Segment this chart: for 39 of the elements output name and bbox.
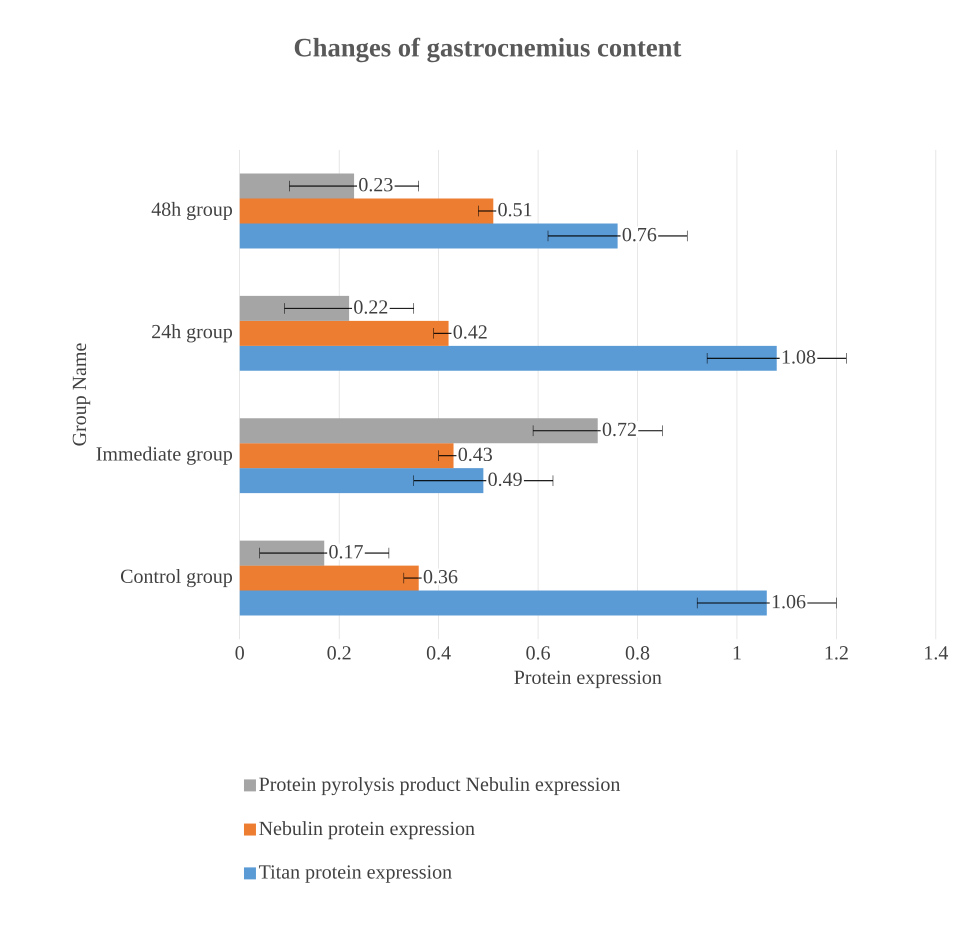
x-tick-label: 1 [734,646,741,660]
legend-label: Nebulin protein expression [259,821,475,840]
data-label: 1.08 [782,350,816,364]
y-tick-label: Control group [120,569,232,588]
x-tick-label: 1.4 [925,646,948,660]
chart-title: Changes of gastrocnemius content [294,38,682,62]
legend-label: Protein pyrolysis product Nebulin expression [259,777,620,796]
x-tick-label: 1.2 [826,646,848,660]
x-tick-label: 0.4 [426,646,451,660]
data-label: 0.36 [424,570,458,584]
data-label: 0.17 [329,545,363,559]
y-tick-label: Immediate group [96,446,232,465]
bar [240,224,618,249]
bar [240,320,449,346]
x-tick-label: 0.6 [526,646,550,660]
data-label: 0.42 [454,325,487,339]
data-label: 1.06 [772,594,806,609]
bar [240,418,598,444]
legend-label: Titan protein expression [258,865,452,883]
data-label: 0.49 [488,472,522,486]
y-tick-label: 24h group [152,324,232,343]
data-label: 0.43 [458,448,492,462]
y-tick-label: 48h group [152,202,232,220]
x-tick-label: 0.2 [327,646,351,660]
x-tick-label: 0 [235,646,244,660]
bar [240,346,777,371]
y-axis-title: Group Name [72,343,90,446]
data-label: 0.22 [354,300,388,314]
data-label: 0.23 [359,178,393,192]
bar [240,566,419,591]
data-label: 0.76 [622,228,656,242]
bar [240,590,767,616]
bar [240,198,494,224]
data-label: 0.51 [498,202,532,217]
bar [240,468,484,494]
x-axis-title: Protein expression [514,670,662,688]
x-tick-label: 0.8 [626,646,650,660]
bar [240,443,454,468]
data-label: 0.72 [602,422,636,436]
